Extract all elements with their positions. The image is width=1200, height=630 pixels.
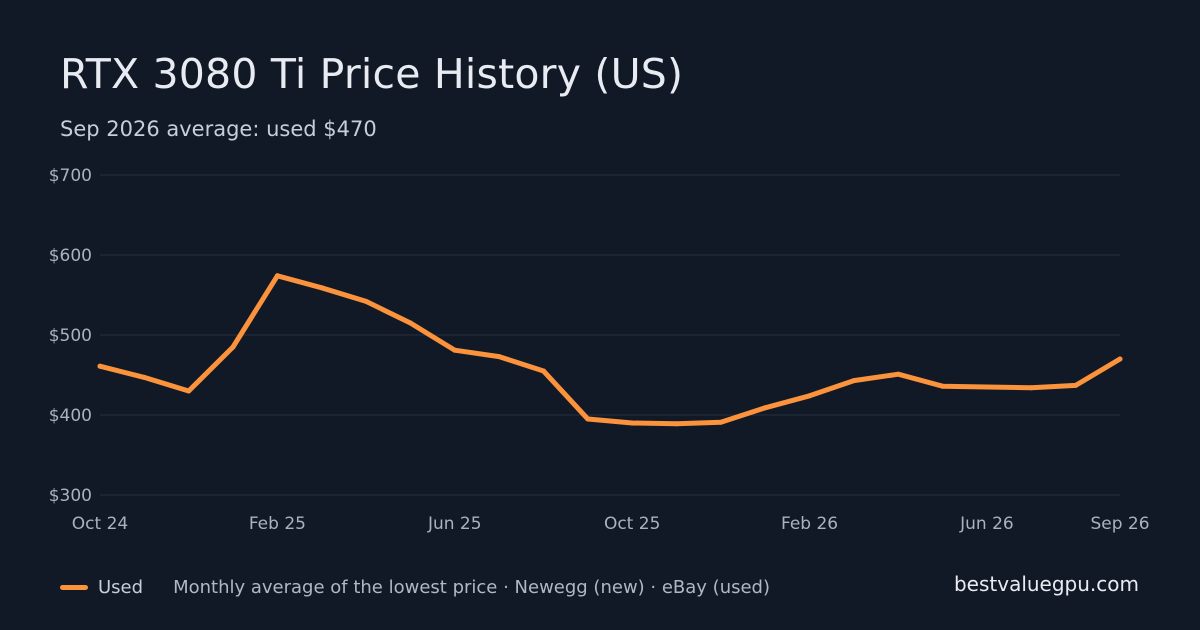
y-tick-label: $300 — [49, 486, 92, 506]
x-tick-label: Feb 26 — [781, 514, 838, 534]
y-tick-label: $700 — [49, 166, 92, 186]
data-point — [629, 420, 635, 426]
x-tick-label: Sep 26 — [1090, 514, 1149, 534]
data-point — [496, 354, 502, 360]
x-tick-label: Jun 25 — [427, 514, 482, 534]
data-point — [319, 285, 325, 291]
y-tick-label: $600 — [49, 246, 92, 266]
x-tick-label: Jun 26 — [959, 514, 1014, 534]
legend: Used Monthly average of the lowest price… — [60, 574, 770, 600]
data-point — [540, 368, 546, 374]
data-point — [895, 371, 901, 377]
series-line-used — [97, 273, 1123, 427]
data-point — [407, 320, 413, 326]
x-axis-tick-labels: Oct 24 Feb 25 Jun 25 Oct 25 Feb 26 Jun 26 Sep … — [72, 514, 1150, 534]
y-tick-label: $400 — [49, 406, 92, 426]
legend-source-note: Monthly average of the lowest price · Ne… — [173, 576, 771, 598]
chart-subtitle: Sep 2026 average: used $470 — [60, 117, 377, 141]
data-point — [718, 419, 724, 425]
y-axis-tick-labels: $300 $400 $500 $600 $700 — [49, 166, 92, 506]
data-point — [97, 363, 103, 369]
data-point — [674, 421, 680, 427]
data-point — [452, 347, 458, 353]
data-point — [585, 416, 591, 422]
data-point — [1117, 356, 1123, 362]
y-tick-label: $500 — [49, 326, 92, 346]
data-point — [762, 405, 768, 411]
series-lines — [97, 273, 1123, 427]
data-point — [940, 383, 946, 389]
data-point — [363, 298, 369, 304]
x-tick-label: Oct 24 — [72, 514, 128, 534]
x-tick-label: Feb 25 — [249, 514, 306, 534]
grid-lines — [100, 174, 1120, 496]
data-point — [274, 273, 280, 279]
data-point — [1028, 385, 1034, 391]
data-point — [186, 388, 192, 394]
x-tick-label: Oct 25 — [604, 514, 660, 534]
legend-label-used: Used — [98, 576, 144, 598]
legend-swatch-used — [60, 584, 88, 590]
data-point — [851, 378, 857, 384]
data-point — [230, 344, 236, 350]
data-point — [984, 384, 990, 390]
data-point — [807, 393, 813, 399]
data-point — [1073, 382, 1079, 388]
chart-title: RTX 3080 Ti Price History (US) — [60, 50, 684, 98]
brand-watermark[interactable]: bestvaluegpu.com — [953, 572, 1139, 596]
data-point — [141, 374, 147, 380]
